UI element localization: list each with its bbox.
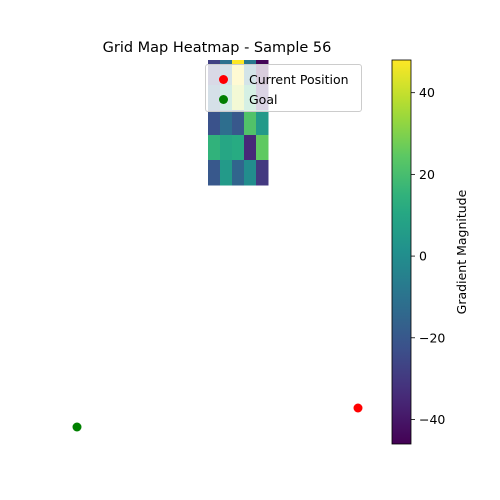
colorbar-label: Gradient Magnitude: [454, 189, 469, 314]
current-position-marker: [353, 403, 363, 413]
colorbar-tick-label: 0: [419, 249, 427, 264]
chart-title: Grid Map Heatmap - Sample 56: [103, 40, 332, 56]
heatmap-cell: [208, 110, 221, 136]
colorbar-tick-label: −20: [419, 330, 445, 345]
position-markers: [72, 403, 363, 432]
heatmap-cell: [244, 110, 257, 136]
colorbar-tick-label: −40: [419, 412, 445, 427]
heatmap-cell: [256, 110, 269, 136]
colorbar-tick-label: 40: [419, 85, 435, 100]
heatmap-cell: [232, 135, 245, 161]
heatmap-cell: [256, 160, 269, 186]
heatmap-cell: [232, 160, 245, 186]
goal-marker-icon: [219, 94, 228, 104]
heatmap-cell: [220, 110, 233, 136]
heatmap-cell: [208, 160, 221, 186]
legend-item-current-position: Current Position: [219, 70, 349, 88]
heatmap-cell: [208, 135, 221, 161]
legend-label-current-position: Current Position: [249, 71, 349, 87]
heatmap-cell: [256, 135, 269, 161]
heatmap-cell: [220, 160, 233, 186]
legend-label-goal: Goal: [249, 91, 278, 107]
goal-marker: [72, 422, 82, 432]
colorbar-gradient: [391, 59, 412, 445]
colorbar-tick-label: 20: [419, 167, 435, 182]
heatmap-cell: [244, 160, 257, 186]
heatmap-cell: [220, 135, 233, 161]
legend-item-goal: Goal: [219, 90, 277, 108]
heatmap-cell: [232, 110, 245, 136]
legend: Current Position Goal: [205, 64, 362, 112]
current-position-marker-icon: [219, 74, 228, 84]
heatmap-cell: [244, 135, 257, 161]
colorbar: 40 20 0 −20 −40 Gradient Magnitude: [391, 59, 469, 445]
